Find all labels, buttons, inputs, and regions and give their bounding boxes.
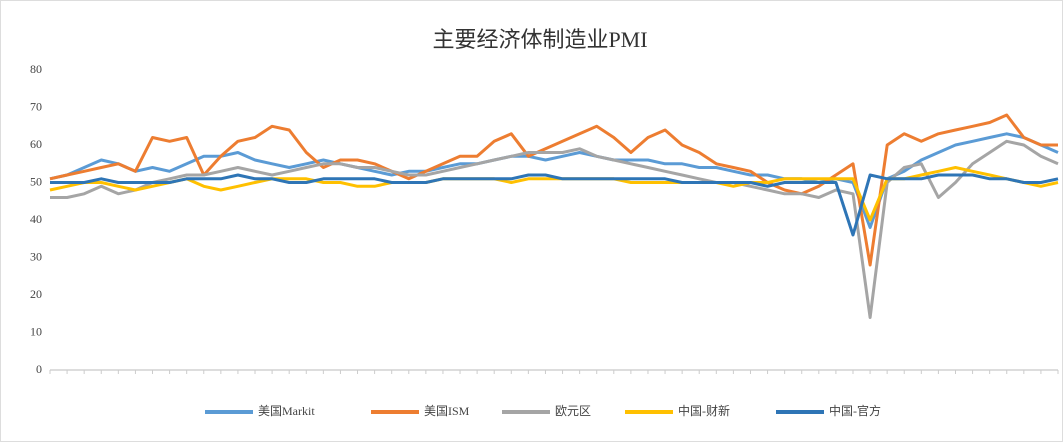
- legend-label: 美国ISM: [424, 404, 470, 418]
- y-tick-label: 10: [30, 324, 42, 338]
- y-tick-label: 50: [30, 174, 42, 188]
- y-tick-label: 40: [30, 212, 42, 226]
- y-tick-label: 20: [30, 287, 42, 301]
- y-tick-label: 60: [30, 137, 42, 151]
- series-line: [49, 113, 1058, 267]
- y-tick-label: 70: [30, 99, 42, 113]
- legend-label: 中国-官方: [829, 403, 881, 418]
- series-line: [50, 173, 1059, 237]
- legend-label: 中国-财新: [678, 403, 730, 418]
- y-tick-label: 0: [36, 362, 42, 376]
- y-tick-label: 80: [30, 62, 42, 76]
- legend-label: 欧元区: [555, 404, 591, 418]
- y-tick-label: 30: [30, 249, 42, 263]
- chart-title: 主要经济体制造业PMI: [432, 27, 647, 52]
- legend-label: 美国Markit: [258, 404, 315, 418]
